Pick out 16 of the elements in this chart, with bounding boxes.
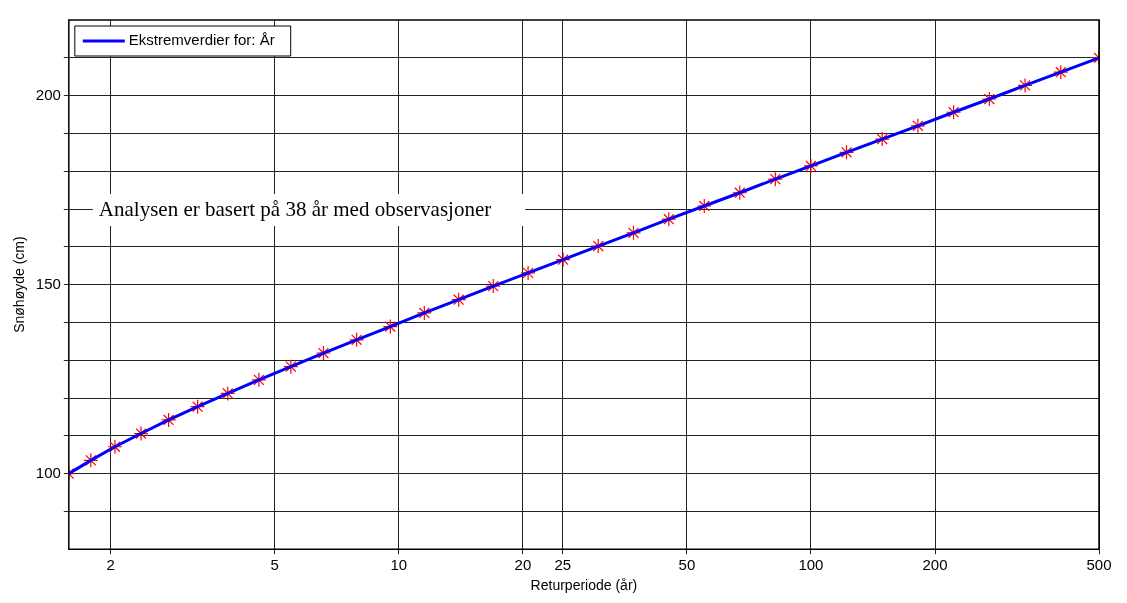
y-tick-label: 200 [35,85,61,103]
x-tick-label: 500 [1086,556,1112,574]
annotation: Analysen er basert på 38 år med observasjoner [98,196,492,221]
legend-label: Ekstremverdier for: År [128,31,275,49]
x-tick-label: 200 [922,556,948,574]
x-tick-label: 25 [554,556,572,574]
x-tick-label: 50 [678,556,696,574]
x-tick-label: 2 [106,556,115,574]
x-tick-label: 5 [270,556,279,574]
x-tick-label: 10 [390,556,408,574]
y-axis-title: Snøhøyde (cm) [11,236,28,333]
x-tick-label: 100 [798,556,824,574]
y-tick-label: 150 [35,274,61,292]
x-tick-label: 20 [514,556,532,574]
y-tick-label: 100 [35,463,61,481]
x-axis-title: Returperiode (år) [530,577,638,594]
